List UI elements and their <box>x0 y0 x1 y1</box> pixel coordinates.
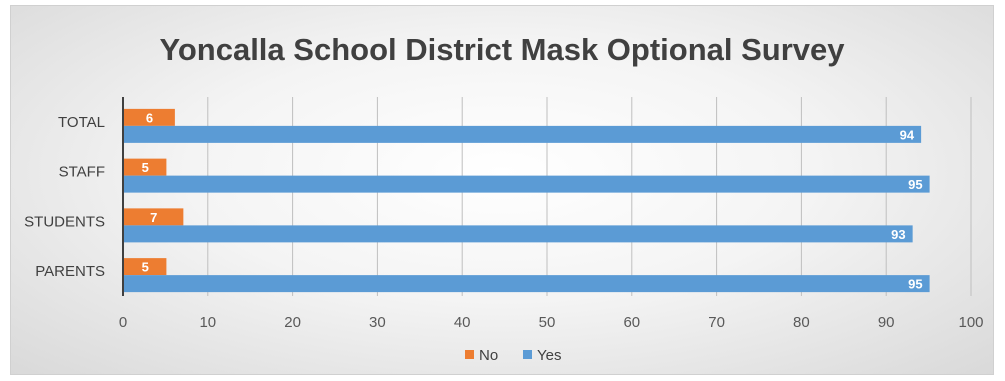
bar-no-staff <box>124 158 167 176</box>
data-label-yes-total: 94 <box>900 127 915 142</box>
x-tick-label-30: 30 <box>369 314 386 331</box>
data-label-yes-staff: 95 <box>908 177 922 192</box>
x-tick-label-60: 60 <box>623 314 640 331</box>
data-label-no-students: 7 <box>150 210 157 225</box>
x-tick-label-90: 90 <box>878 314 895 331</box>
data-labels: 6 94 5 95 7 93 5 95 <box>142 110 923 291</box>
x-tick-label-100: 100 <box>958 314 983 331</box>
x-tick-label-20: 20 <box>284 314 301 331</box>
bar-no-parents <box>124 258 167 276</box>
data-label-yes-students: 93 <box>891 227 905 242</box>
bar-no-students <box>124 208 184 226</box>
chart-title: Yoncalla School District Mask Optional S… <box>159 32 845 67</box>
x-tick-label-10: 10 <box>199 314 216 331</box>
x-tick-label-40: 40 <box>454 314 471 331</box>
category-label-students: STUDENTS <box>24 213 105 230</box>
data-label-no-total: 6 <box>146 110 153 125</box>
x-tick-label-70: 70 <box>708 314 725 331</box>
legend-label-no: No <box>479 347 498 364</box>
axes: 0 10 20 30 40 50 60 70 80 90 100 TOTAL STAFF STUDENTS… <box>24 97 984 331</box>
data-label-no-parents: 5 <box>142 260 149 275</box>
legend-label-yes: Yes <box>537 347 561 364</box>
bars <box>124 108 930 293</box>
x-tick-label-80: 80 <box>793 314 810 331</box>
legend-swatch-yes <box>523 350 532 359</box>
legend: No Yes <box>465 347 561 364</box>
x-tick-label-0: 0 <box>119 314 127 331</box>
bar-yes-parents <box>124 275 930 293</box>
bar-yes-staff <box>124 175 930 193</box>
data-label-no-staff: 5 <box>142 160 149 175</box>
legend-swatch-no <box>465 350 474 359</box>
category-label-staff: STAFF <box>59 164 105 181</box>
category-label-parents: PARENTS <box>35 263 105 280</box>
data-label-yes-parents: 95 <box>908 277 922 292</box>
bar-yes-students <box>124 225 913 243</box>
category-label-total: TOTAL <box>58 114 105 131</box>
bar-yes-total <box>124 125 922 143</box>
bar-no-total <box>124 108 175 126</box>
x-tick-label-50: 50 <box>539 314 556 331</box>
